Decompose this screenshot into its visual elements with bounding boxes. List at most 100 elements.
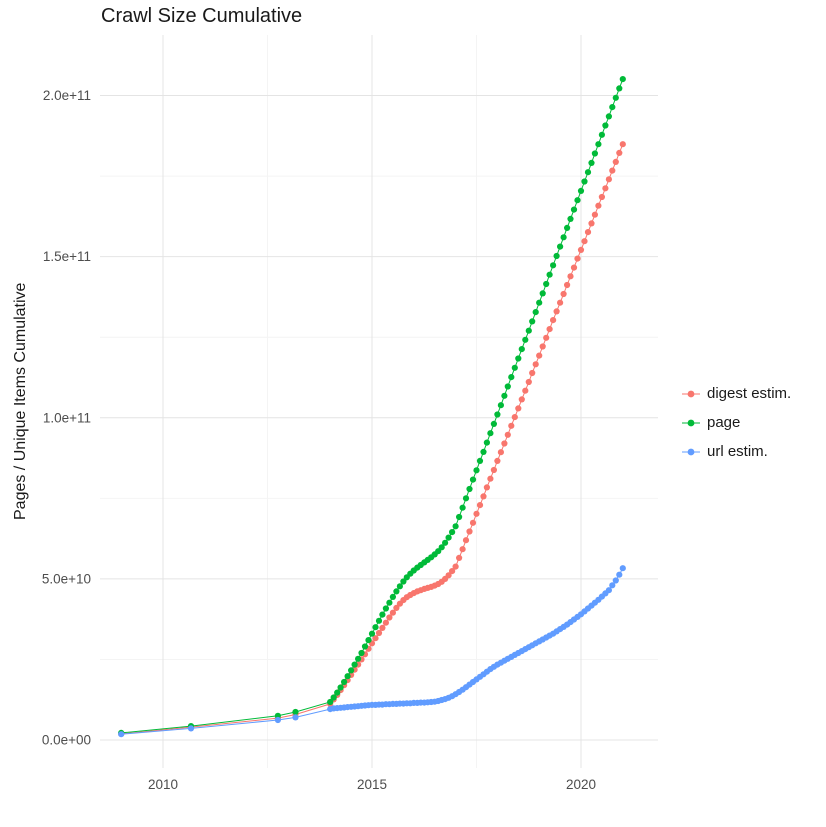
chart-title: Crawl Size Cumulative	[101, 5, 303, 27]
data-point	[595, 141, 602, 148]
legend-key-digest-point-icon	[682, 390, 700, 397]
data-point	[358, 649, 365, 657]
data-point	[564, 224, 571, 231]
data-point	[368, 630, 376, 637]
data-point	[292, 714, 299, 721]
y-tick-label: 1.0e+11	[43, 410, 91, 425]
data-point	[372, 624, 379, 631]
data-point	[598, 131, 606, 138]
data-point	[546, 326, 553, 333]
data-point	[529, 369, 536, 377]
data-point	[487, 430, 494, 437]
y-axis-tick-labels: 0.0e+00 5.0e+10 1.0e+11 1.5e+11 2.0e+11	[42, 88, 91, 748]
data-point	[400, 578, 407, 585]
data-point	[605, 176, 613, 183]
data-point	[355, 655, 362, 662]
data-point	[605, 587, 613, 594]
data-point	[612, 158, 619, 165]
x-tick-label: 2010	[148, 777, 178, 792]
data-point	[574, 197, 581, 204]
legend: digest estim. page url estim.	[680, 379, 791, 466]
data-point	[487, 475, 494, 482]
data-point	[365, 637, 372, 644]
data-point	[616, 571, 623, 578]
data-point	[581, 178, 588, 185]
data-point	[490, 466, 497, 474]
data-point	[476, 457, 484, 464]
data-point	[396, 583, 403, 590]
data-point	[452, 523, 459, 530]
y-tick-label: 1.5e+11	[43, 249, 91, 264]
data-point	[497, 449, 504, 456]
series-page	[118, 76, 626, 737]
data-point	[546, 271, 553, 278]
data-point	[543, 280, 550, 288]
data-point	[567, 273, 574, 280]
legend-item-url: url estim.	[680, 437, 791, 466]
data-point	[501, 392, 508, 399]
data-point	[557, 243, 564, 250]
data-point	[459, 504, 466, 511]
data-point	[508, 374, 515, 381]
data-point	[469, 476, 477, 483]
data-point	[588, 159, 595, 166]
data-point	[445, 534, 452, 541]
data-point	[483, 484, 490, 491]
series-url-estim	[118, 565, 626, 738]
x-tick-label: 2020	[566, 777, 596, 792]
data-point	[375, 617, 383, 624]
data-point	[560, 290, 567, 298]
data-point	[473, 467, 480, 474]
data-point	[473, 510, 480, 517]
data-point	[382, 619, 389, 626]
data-point	[515, 355, 522, 362]
legend-key-url-point-icon	[682, 448, 700, 455]
data-point	[334, 689, 341, 696]
data-point	[511, 364, 518, 371]
data-point	[584, 169, 592, 176]
data-point	[452, 563, 459, 570]
data-point	[539, 343, 546, 350]
data-point	[581, 238, 588, 245]
data-point	[522, 387, 529, 394]
data-point	[609, 104, 616, 111]
data-point	[459, 546, 466, 553]
y-tick-label: 5.0e+10	[42, 571, 91, 586]
legend-item-page: page	[680, 408, 791, 437]
data-point	[591, 211, 599, 218]
data-point	[595, 202, 602, 209]
data-point	[344, 673, 351, 680]
data-point	[553, 308, 560, 315]
data-point	[504, 431, 511, 438]
data-point	[591, 150, 599, 157]
data-point	[462, 537, 470, 544]
data-point	[330, 694, 337, 701]
data-point	[449, 568, 456, 575]
data-point	[445, 572, 452, 579]
x-tick-label: 2015	[357, 777, 387, 792]
x-axis-tick-labels: 2010 2015 2020	[148, 777, 596, 792]
data-point	[612, 577, 619, 584]
gridlines-minor	[100, 35, 658, 768]
data-point	[539, 290, 546, 297]
data-point	[605, 113, 613, 120]
data-point	[480, 448, 487, 455]
data-point	[292, 708, 299, 716]
data-point	[118, 731, 125, 738]
y-tick-label: 2.0e+11	[43, 88, 91, 103]
data-point	[386, 599, 393, 606]
data-point	[361, 643, 369, 650]
data-point	[518, 346, 525, 353]
data-point	[574, 255, 581, 262]
data-point	[557, 299, 564, 306]
data-point	[490, 420, 497, 427]
data-point	[508, 422, 515, 429]
legend-item-digest: digest estim.	[680, 379, 791, 408]
data-point	[518, 396, 525, 403]
data-point	[379, 611, 386, 618]
data-point	[494, 411, 501, 418]
legend-label-digest: digest estim.	[707, 385, 792, 402]
data-point	[550, 262, 557, 269]
data-point	[564, 281, 571, 289]
